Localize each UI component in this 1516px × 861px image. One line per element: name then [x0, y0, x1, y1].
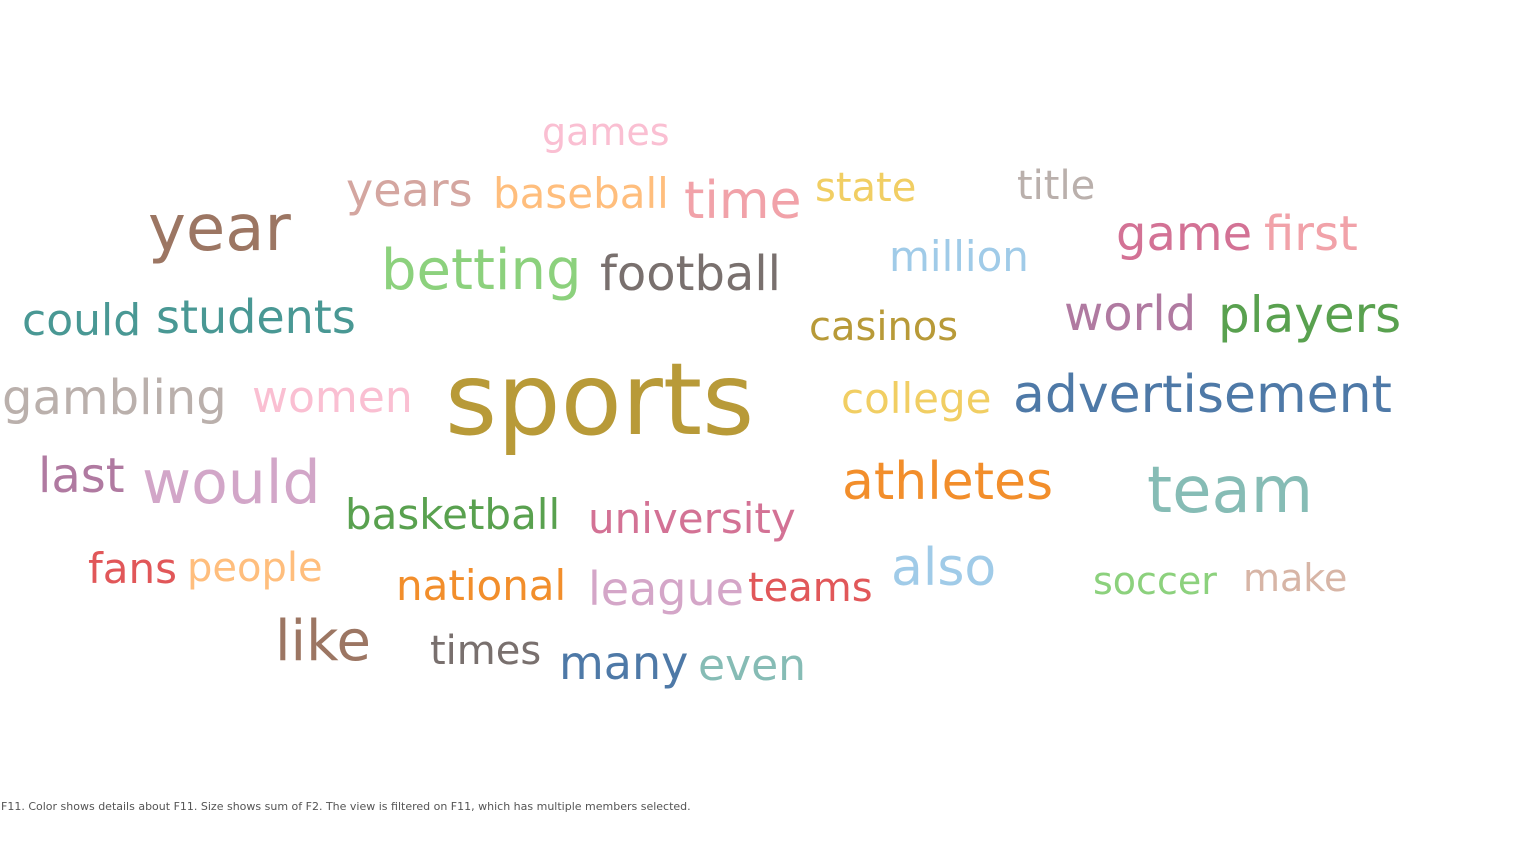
word-would: would [142, 448, 321, 518]
word-fans: fans [88, 544, 178, 593]
word-college: college [841, 374, 992, 423]
word-last: last [38, 448, 125, 504]
word-world: world [1064, 286, 1197, 342]
word-make: make [1243, 556, 1348, 600]
word-title: title [1017, 163, 1096, 209]
word-league: league [588, 562, 744, 616]
word-like: like [275, 609, 372, 674]
word-baseball: baseball [493, 169, 669, 218]
word-also: also [891, 538, 997, 598]
word-women: women [252, 372, 413, 423]
word-cloud: sports year team advertisement would betting a… [2, 110, 1402, 691]
word-soccer: soccer [1093, 559, 1217, 603]
word-athletes: athletes [842, 452, 1054, 512]
word-teams: teams [748, 565, 873, 611]
word-players: players [1218, 286, 1402, 344]
word-basketball: basketball [345, 490, 561, 539]
word-time: time [684, 171, 802, 231]
word-betting: betting [381, 238, 582, 303]
word-even: even [698, 640, 807, 691]
word-first: first [1264, 206, 1358, 262]
word-students: students [156, 290, 356, 344]
word-advertisement: advertisement [1013, 365, 1392, 425]
word-game: game [1116, 206, 1253, 262]
word-state: state [815, 165, 917, 211]
word-football: football [600, 246, 782, 302]
word-million: million [889, 232, 1029, 281]
word-gambling: gambling [2, 370, 227, 426]
word-team: team [1147, 454, 1314, 528]
word-times: times [430, 628, 542, 674]
word-many: many [559, 636, 689, 690]
word-could: could [22, 295, 142, 346]
word-sports: sports [445, 341, 755, 458]
word-national: national [396, 561, 567, 610]
word-years: years [346, 163, 473, 217]
word-games: games [542, 110, 670, 154]
word-university: university [588, 494, 796, 543]
word-people: people [187, 545, 323, 591]
word-casinos: casinos [809, 304, 959, 350]
word-year: year [148, 192, 291, 266]
chart-caption: F11. Color shows details about F11. Size… [1, 800, 691, 813]
